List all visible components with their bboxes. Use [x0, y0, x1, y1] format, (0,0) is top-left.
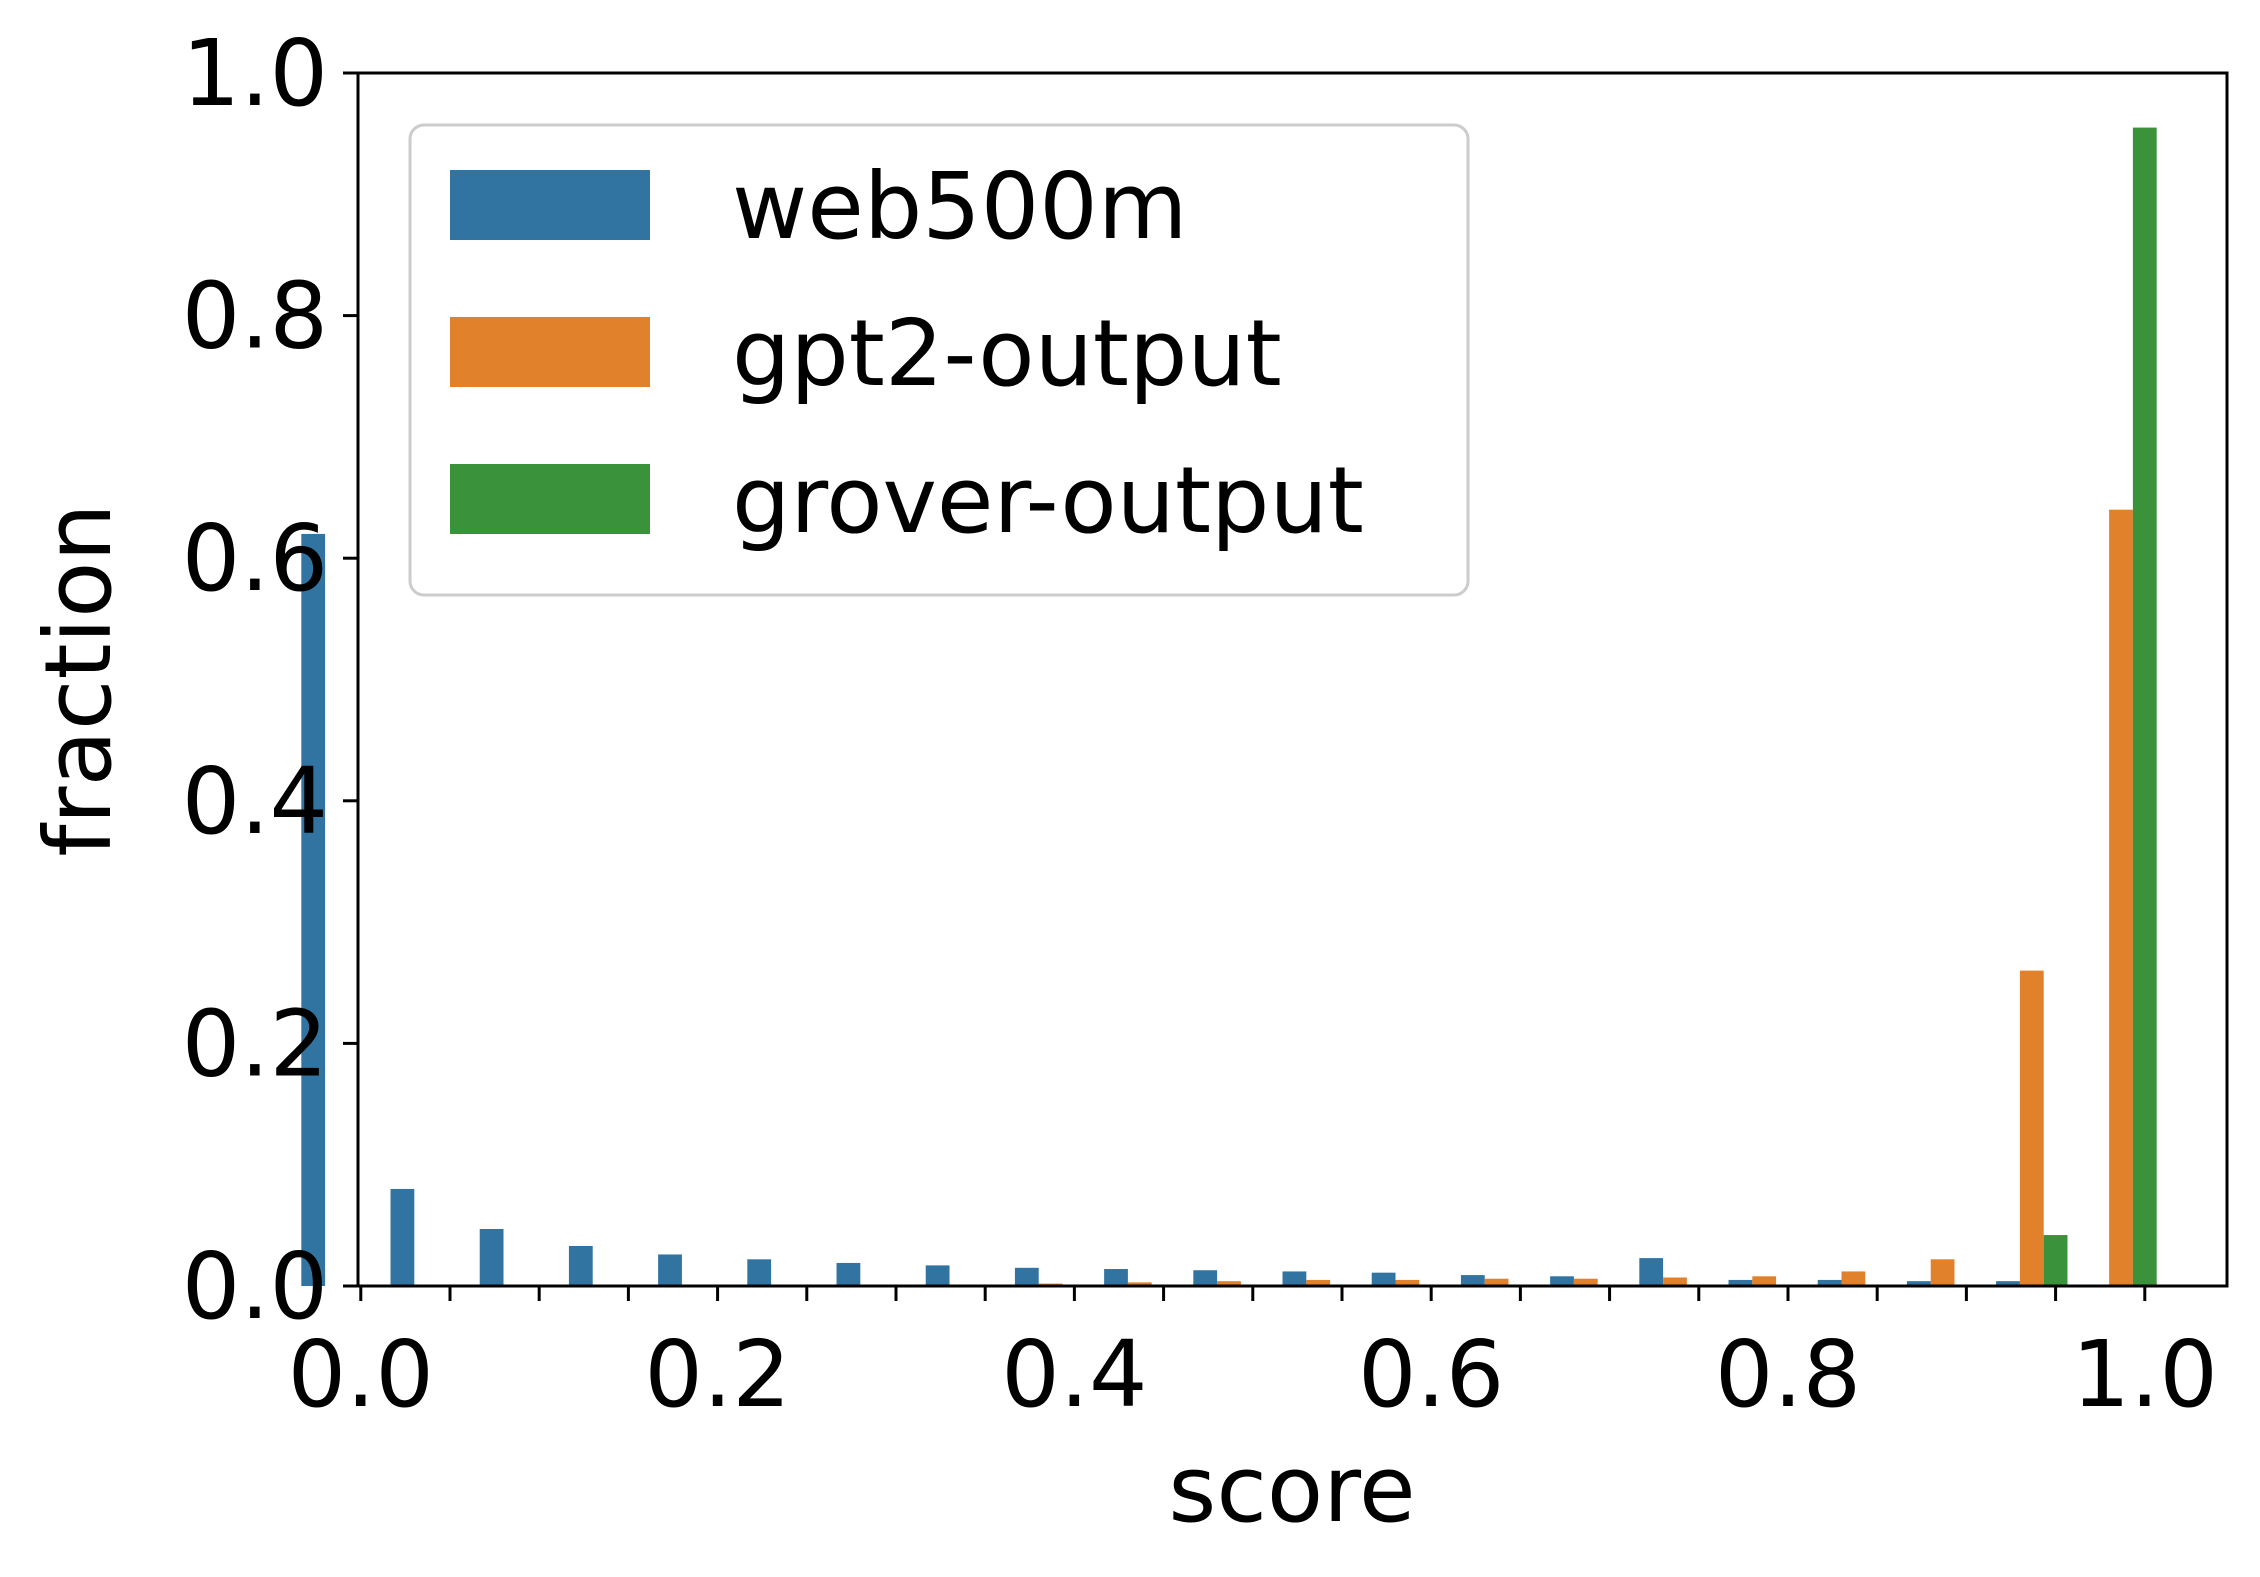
y-tick-label: 0.0 — [182, 1233, 328, 1340]
bar-web500m-8 — [1014, 1267, 1039, 1286]
plot-frame — [356, 71, 2229, 1288]
y-tick-label: 0.8 — [182, 263, 328, 370]
bar-web500m-4 — [658, 1254, 682, 1286]
bar-gpt2-output-18 — [1930, 1259, 1955, 1286]
bar-gpt2-output-13 — [1484, 1278, 1509, 1286]
bar-gpt2-output-17 — [1841, 1271, 1866, 1286]
bar-gpt2-output-10 — [1217, 1281, 1241, 1286]
bar-web500m-6 — [836, 1262, 861, 1286]
y-tick-label: 0.2 — [182, 990, 328, 1097]
legend-label-grover-output: grover-output — [732, 447, 1364, 554]
bar-web500m-1 — [390, 1188, 415, 1286]
bars-layer — [301, 127, 2157, 1287]
bar-web500m-11 — [1282, 1271, 1307, 1286]
y-axis: 0.0 0.2 0.4 0.6 0.8 1.0 — [182, 20, 358, 1340]
bar-web500m-7 — [925, 1265, 950, 1286]
y-tick-label: 1.0 — [182, 20, 328, 127]
bar-gpt2-output-9 — [1127, 1282, 1152, 1286]
legend-label-gpt2-output: gpt2-output — [732, 300, 1282, 407]
x-tick-label: 0.0 — [288, 1321, 434, 1428]
bar-web500m-16 — [1728, 1279, 1753, 1286]
x-tick-label: 0.2 — [644, 1321, 790, 1428]
bar-web500m-19 — [1996, 1281, 2020, 1286]
legend-frame — [408, 123, 1470, 597]
legend-swatch-web500m — [450, 170, 650, 240]
y-axis-label: fraction — [25, 503, 132, 856]
bar-gpt2-output-19 — [2019, 970, 2044, 1286]
bar-web500m-17 — [1817, 1279, 1842, 1286]
bar-web500m-14 — [1550, 1276, 1574, 1286]
bar-grover-output-20 — [2132, 127, 2157, 1287]
bar-web500m-5 — [747, 1259, 772, 1286]
x-tick-label: 0.6 — [1358, 1321, 1504, 1428]
bar-gpt2-output-14 — [1573, 1278, 1598, 1286]
x-axis: 0.0 0.2 0.4 0.6 0.8 1.0 — [288, 1286, 2218, 1428]
bar-web500m-15 — [1639, 1258, 1664, 1286]
legend: web500m gpt2-output grover-output — [408, 123, 1470, 597]
x-tick-label: 0.8 — [1715, 1321, 1861, 1428]
bar-web500m-10 — [1193, 1270, 1218, 1286]
bar-web500m-3 — [568, 1245, 593, 1286]
bar-gpt2-output-20 — [2109, 509, 2133, 1286]
legend-swatch-grover-output — [450, 464, 650, 534]
y-tick-label: 0.6 — [182, 505, 328, 612]
bar-grover-output-19 — [2043, 1235, 2068, 1286]
bar-web500m-13 — [1460, 1275, 1485, 1286]
legend-swatch-gpt2-output — [450, 317, 650, 387]
bar-gpt2-output-12 — [1395, 1279, 1420, 1286]
y-tick-label: 0.4 — [182, 748, 328, 855]
bar-web500m-0 — [301, 533, 326, 1286]
bar-gpt2-output-11 — [1306, 1279, 1331, 1286]
x-tick-label: 0.4 — [1001, 1321, 1147, 1428]
x-tick-label: 1.0 — [2072, 1321, 2218, 1428]
legend-label-web500m: web500m — [732, 153, 1187, 260]
bar-gpt2-output-16 — [1752, 1276, 1777, 1286]
bar-gpt2-output-15 — [1663, 1277, 1687, 1286]
bar-web500m-18 — [1906, 1281, 1931, 1286]
bar-web500m-2 — [479, 1228, 504, 1286]
x-axis-label: score — [1168, 1436, 1415, 1543]
bar-web500m-12 — [1371, 1272, 1396, 1286]
bar-web500m-9 — [1104, 1269, 1128, 1286]
